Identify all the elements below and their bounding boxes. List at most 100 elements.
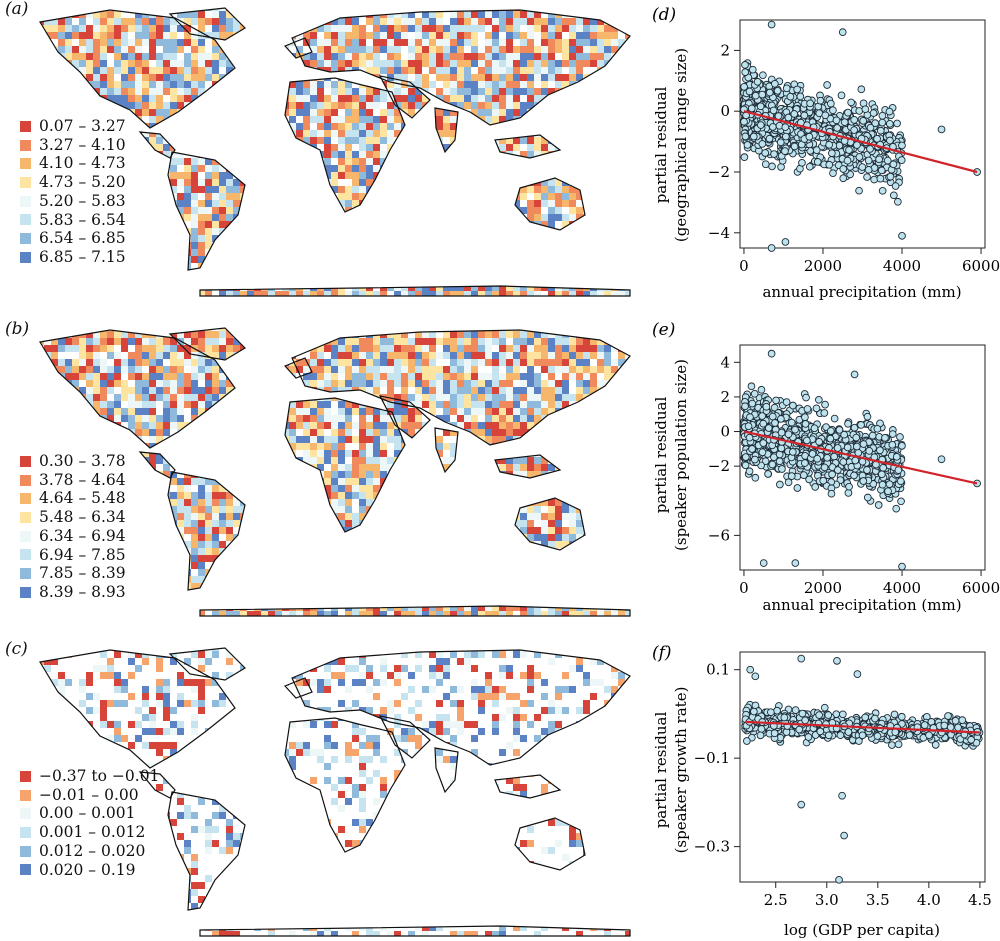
map-cell bbox=[632, 102, 639, 109]
map-cell bbox=[317, 179, 324, 186]
map-cell bbox=[142, 235, 149, 242]
map-cell bbox=[184, 443, 191, 450]
map-cell bbox=[527, 8, 534, 11]
map-cell bbox=[604, 11, 611, 18]
map-cell bbox=[352, 366, 359, 373]
map-cell bbox=[261, 109, 268, 116]
map-cell bbox=[135, 387, 142, 394]
map-cell bbox=[513, 284, 520, 291]
map-cell bbox=[415, 415, 422, 422]
map-cell bbox=[58, 345, 65, 352]
map-cell bbox=[394, 235, 401, 242]
map-cell bbox=[163, 380, 170, 387]
map-cell bbox=[562, 158, 569, 165]
map-cell bbox=[303, 186, 310, 193]
coastline bbox=[39, 9, 236, 129]
map-cell bbox=[247, 207, 254, 214]
map-cell bbox=[373, 46, 380, 53]
map-cell bbox=[219, 165, 226, 172]
map-cell bbox=[191, 387, 198, 394]
map-cell bbox=[79, 95, 86, 102]
map-cell bbox=[247, 277, 254, 284]
map-cell bbox=[191, 298, 198, 300]
map-cell bbox=[275, 242, 282, 249]
map-cell bbox=[254, 130, 261, 137]
coastline bbox=[514, 177, 586, 231]
map-cell bbox=[212, 46, 219, 53]
map-cell bbox=[156, 366, 163, 373]
map-cell bbox=[149, 186, 156, 193]
map-cell bbox=[625, 429, 630, 436]
map-cell bbox=[625, 25, 630, 32]
map-cell bbox=[135, 193, 142, 200]
map-cell bbox=[450, 328, 457, 331]
map-cell bbox=[170, 450, 177, 457]
map-cell bbox=[534, 123, 541, 130]
map-cell bbox=[471, 270, 478, 277]
map-cell bbox=[100, 408, 107, 415]
map-cell bbox=[79, 88, 86, 95]
map-cell bbox=[128, 228, 135, 235]
map-cell bbox=[205, 359, 212, 366]
map-cell bbox=[310, 352, 317, 359]
map-cell bbox=[254, 387, 261, 394]
map-cell bbox=[422, 256, 429, 263]
map-cell bbox=[51, 95, 58, 102]
map-cell bbox=[289, 102, 296, 109]
map-cell bbox=[296, 436, 303, 443]
map-cell bbox=[520, 123, 527, 130]
map-cell bbox=[548, 25, 555, 32]
map-cell bbox=[261, 415, 268, 422]
map-cell bbox=[86, 380, 93, 387]
map-cell bbox=[30, 39, 37, 46]
map-cell bbox=[541, 214, 548, 221]
map-cell bbox=[583, 32, 590, 39]
map-cell bbox=[240, 53, 247, 60]
map-cell bbox=[450, 352, 457, 359]
map-cell bbox=[149, 256, 156, 263]
map-cell bbox=[86, 338, 93, 345]
map-cell bbox=[128, 277, 135, 284]
map-cell bbox=[310, 81, 317, 88]
map-cell bbox=[611, 123, 618, 130]
map-cell bbox=[51, 429, 58, 436]
map-cell bbox=[387, 109, 394, 116]
map-cell bbox=[534, 394, 541, 401]
map-cell bbox=[562, 415, 569, 422]
map-cell bbox=[457, 415, 464, 422]
map-cell bbox=[387, 67, 394, 74]
map-cell bbox=[247, 46, 254, 53]
map-cell bbox=[513, 235, 520, 242]
map-cell bbox=[205, 277, 212, 284]
map-cell bbox=[40, 443, 44, 450]
map-cell bbox=[443, 415, 450, 422]
map-cell bbox=[310, 380, 317, 387]
map-cell bbox=[156, 338, 163, 345]
map-cell bbox=[233, 39, 240, 46]
map-cell bbox=[408, 366, 415, 373]
map-cell bbox=[408, 408, 415, 415]
map-cell bbox=[156, 228, 163, 235]
map-cell bbox=[576, 380, 583, 387]
map-cell bbox=[303, 179, 310, 186]
map-cell bbox=[219, 186, 226, 193]
map-cell bbox=[492, 200, 499, 207]
map-cell bbox=[555, 401, 562, 408]
map-cell bbox=[583, 179, 590, 186]
map-cell bbox=[366, 242, 373, 249]
map-cell bbox=[352, 32, 359, 39]
map-cell bbox=[562, 331, 569, 338]
map-cell bbox=[149, 25, 156, 32]
map-cell bbox=[527, 415, 534, 422]
map-cell bbox=[450, 345, 457, 352]
map-cell bbox=[219, 214, 226, 221]
map-cell bbox=[576, 179, 583, 186]
map-cell bbox=[534, 338, 541, 345]
map-cell bbox=[604, 415, 611, 422]
map-cell bbox=[464, 284, 471, 291]
map-cell bbox=[79, 67, 86, 74]
map-cell bbox=[254, 193, 261, 200]
map-cell bbox=[282, 186, 289, 193]
map-cell bbox=[408, 95, 415, 102]
map-cell bbox=[485, 408, 492, 415]
